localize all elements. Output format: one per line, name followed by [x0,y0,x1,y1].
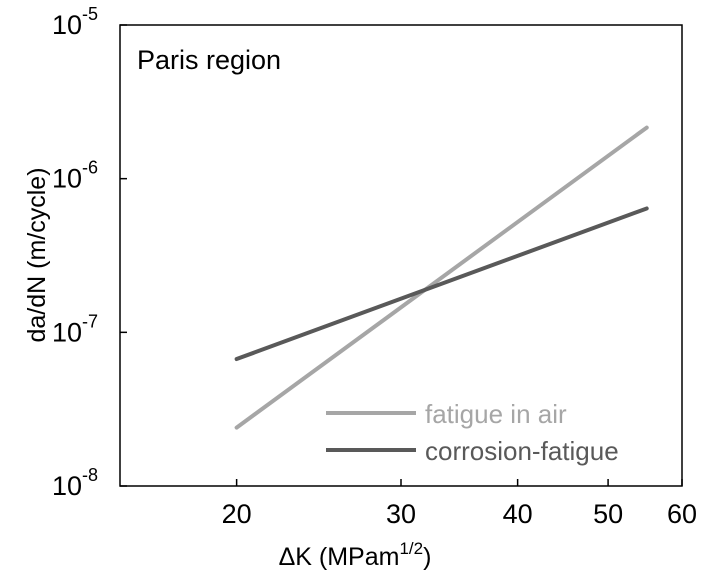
x-tick-label: 30 [386,499,416,529]
legend-label-fatigue-in-air: fatigue in air [425,399,567,429]
series-line-corrosion-fatigue [234,206,649,362]
x-axis-ticks: 20 30 40 50 60 [222,479,697,529]
x-axis-label-sup: 1/2 [399,539,423,558]
x-axis-label-main: ΔK (MPam [279,543,400,571]
y-tick-label: 10-8 [52,465,98,501]
y-tick-label: 10-6 [52,158,98,194]
y-tick-label: 10-5 [52,4,98,40]
x-tick-label: 40 [503,499,533,529]
legend-label-corrosion-fatigue: corrosion-fatigue [425,436,619,466]
y-tick-label: 10-7 [52,311,98,347]
series-line-fatigue-in-air [234,125,649,430]
series-lines [234,125,649,430]
y-axis-ticks: 10-810-710-610-5 [52,4,127,501]
y-tick-label-base: 10 [52,10,82,40]
y-tick-label-exponent: -8 [82,465,98,485]
x-axis-label: ΔK (MPam1/2) [279,539,432,571]
x-tick-label: 60 [667,499,697,529]
x-tick-label: 20 [222,499,252,529]
y-tick-label-exponent: -7 [82,311,98,331]
x-tick-label: 50 [593,499,623,529]
y-tick-label-exponent: -6 [82,158,98,178]
plot-frame [119,24,683,487]
legend: fatigue in air corrosion-fatigue [326,399,619,466]
y-tick-label-base: 10 [52,471,82,501]
y-tick-label-exponent: -5 [82,4,98,24]
paris-region-annotation: Paris region [137,45,281,75]
y-axis-label: da/dN (m/cycle) [23,167,51,342]
x-axis-label-close: ) [423,543,431,571]
y-tick-label-base: 10 [52,317,82,347]
y-tick-label-base: 10 [52,164,82,194]
